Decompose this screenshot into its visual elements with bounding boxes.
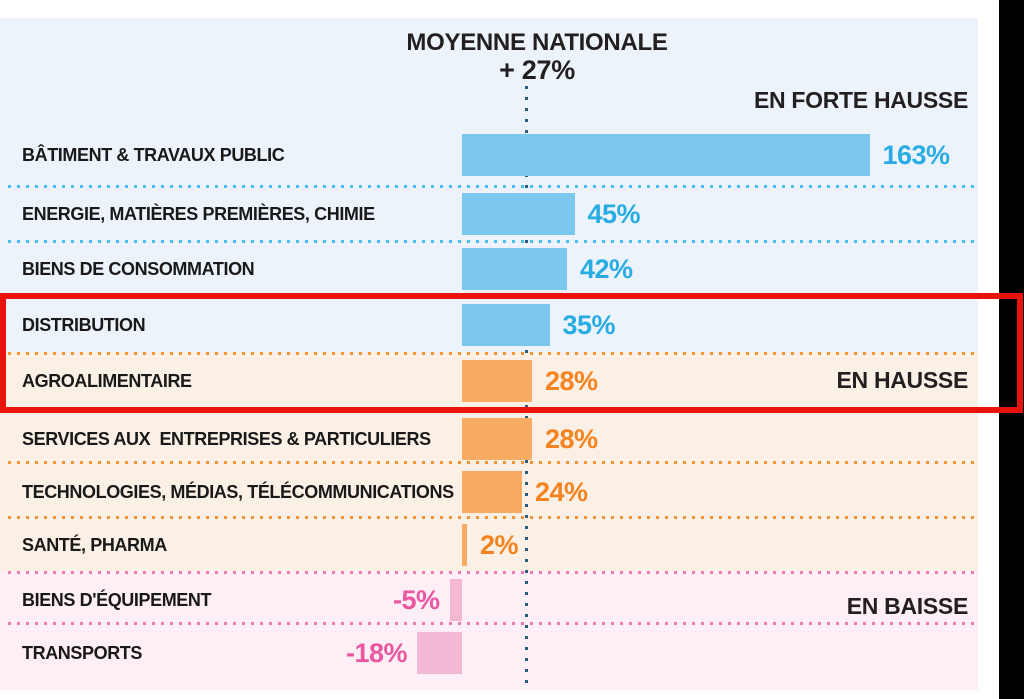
chart-row: ENERGIE, MATIÈRES PREMIÈRES, CHIMIE 45%	[0, 192, 978, 236]
separator-line	[8, 622, 974, 625]
row-label: SERVICES AUX ENTREPRISES & PARTICULIERS	[22, 429, 431, 449]
bar-value-label: -5%	[392, 585, 440, 615]
bar	[462, 524, 467, 566]
bar-value-label: 28%	[545, 424, 598, 454]
bar	[462, 418, 532, 460]
bar-value-label: 42%	[580, 254, 633, 284]
bar-value-label: 35%	[562, 310, 616, 340]
separator-line	[8, 185, 974, 188]
row-label: DISTRIBUTION	[22, 315, 146, 335]
separator-line	[8, 352, 974, 355]
chart-title-line1: MOYENNE NATIONALE	[406, 29, 668, 56]
bar-value-label: 24%	[535, 477, 588, 507]
bar-value-label: 2%	[480, 530, 519, 560]
chart-row: SANTÉ, PHARMA 2%	[0, 523, 978, 567]
chart-row: SERVICES AUX ENTREPRISES & PARTICULIERS …	[0, 417, 978, 461]
separator-line	[8, 240, 974, 243]
bar	[462, 471, 522, 513]
row-label: BIENS DE CONSOMMATION	[22, 259, 255, 279]
section-bg-fall	[0, 571, 978, 690]
chart-row: BIENS D'ÉQUIPEMENT -5%	[0, 578, 978, 622]
chart-row: TRANSPORTS -18%	[0, 631, 978, 675]
chart-title-line2: + 27%	[499, 55, 575, 85]
bar-value-label: 28%	[545, 366, 598, 396]
bar	[449, 579, 462, 621]
section-header-fall: EN BAISSE	[846, 593, 969, 619]
bar	[462, 360, 532, 402]
row-label: ENERGIE, MATIÈRES PREMIÈRES, CHIMIE	[22, 204, 375, 224]
section-header-rise: EN HAUSSE	[836, 367, 969, 393]
bar	[462, 134, 870, 176]
bar-value-label: 163%	[882, 140, 951, 170]
row-label: TECHNOLOGIES, MÉDIAS, TÉLÉCOMMUNICATIONS	[22, 482, 454, 502]
separator-line	[8, 571, 974, 574]
chart-row: DISTRIBUTION 35%	[0, 303, 978, 347]
annotation-red-box	[0, 293, 1023, 413]
row-label: BIENS D'ÉQUIPEMENT	[22, 590, 212, 610]
row-label: AGROALIMENTAIRE	[22, 371, 192, 391]
row-label: BÂTIMENT & TRAVAUX PUBLIC	[22, 145, 285, 165]
bar	[462, 248, 567, 290]
chart-row: AGROALIMENTAIRE 28%	[0, 359, 978, 403]
separator-line	[8, 461, 974, 464]
separator-line	[8, 516, 974, 519]
bar	[462, 304, 550, 346]
chart-title: MOYENNE NATIONALE + 27%	[327, 30, 747, 85]
bar	[462, 193, 575, 235]
bar-value-label: 45%	[587, 199, 641, 229]
row-label: SANTÉ, PHARMA	[22, 535, 167, 555]
bar	[417, 632, 462, 674]
section-header-strong-rise: EN FORTE HAUSSE	[753, 87, 968, 113]
chart-row: BIENS DE CONSOMMATION 42%	[0, 247, 978, 291]
row-label: TRANSPORTS	[22, 643, 143, 663]
chart-row: BÂTIMENT & TRAVAUX PUBLIC 163%	[0, 133, 978, 177]
chart-row: TECHNOLOGIES, MÉDIAS, TÉLÉCOMMUNICATIONS…	[0, 470, 978, 514]
bar-value-label: -18%	[345, 638, 408, 668]
